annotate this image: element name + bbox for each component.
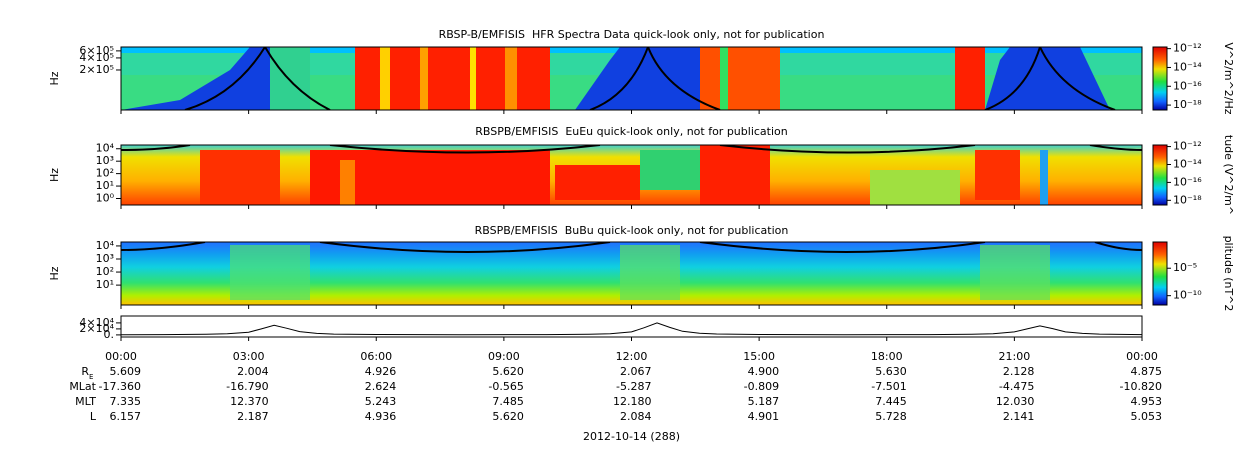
- colorbar-label: V^2/m^2/Hz: [1222, 42, 1235, 114]
- row-label: MLat: [69, 380, 96, 393]
- panel-title: RBSPB/EMFISIS BuBu quick-look only, not …: [475, 224, 789, 237]
- y-tick-label: 2×10⁴: [79, 322, 114, 335]
- colorbar-tick-label: 10⁻¹²: [1173, 42, 1202, 55]
- y-tick-label: 4×10⁴: [79, 316, 114, 329]
- colorbar: [1152, 46, 1168, 111]
- ephemeris-value: -10.820: [1120, 380, 1162, 393]
- x-tick-label: 03:00: [233, 350, 265, 363]
- y-tick-label: 10³: [96, 154, 114, 167]
- row-label: MLT: [75, 395, 96, 408]
- ephemeris-value: -5.287: [616, 380, 651, 393]
- ephemeris-value: 4.900: [748, 365, 780, 378]
- ephemeris-value: -16.790: [226, 380, 268, 393]
- ephemeris-value: -7.501: [871, 380, 906, 393]
- ephemeris-value: 5.728: [875, 410, 907, 423]
- ephemeris-value: 2.141: [1003, 410, 1035, 423]
- y-tick-label: 4×10⁵: [79, 51, 114, 64]
- spectrogram-image: [121, 145, 1142, 205]
- spectrogram-image: [121, 47, 1142, 110]
- y-tick-label: 10⁴: [96, 142, 115, 155]
- colorbar-tick-label: 10⁻¹⁰: [1173, 289, 1202, 302]
- y-tick-label: 10¹: [96, 278, 114, 291]
- ephemeris-value: 4.953: [1131, 395, 1163, 408]
- x-tick-label: 00:00: [1126, 350, 1158, 363]
- ephemeris-value: 12.370: [230, 395, 269, 408]
- y-axis-label: Hz: [48, 71, 61, 85]
- colorbar: [1152, 241, 1168, 306]
- colorbar-label: tude (V^2/m^: [1222, 135, 1235, 215]
- x-tick-label: 18:00: [871, 350, 903, 363]
- ephemeris-value: 4.936: [365, 410, 397, 423]
- ephemeris-value: 5.053: [1131, 410, 1163, 423]
- y-tick-label: 0.: [104, 328, 115, 341]
- ephemeris-value: 5.620: [492, 410, 524, 423]
- ephemeris-value: 2.624: [365, 380, 397, 393]
- y-tick-label: 10²: [96, 265, 114, 278]
- row-label-subscript: E: [89, 373, 93, 381]
- x-tick-label: 06:00: [360, 350, 392, 363]
- ephemeris-value: 5.620: [492, 365, 524, 378]
- ephemeris-value: 12.180: [613, 395, 652, 408]
- ephemeris-value: 5.609: [110, 365, 142, 378]
- ephemeris-value: -4.475: [999, 380, 1034, 393]
- y-tick-label: 6×10⁵: [79, 44, 114, 57]
- colorbar-tick-label: 10⁻¹²: [1173, 140, 1202, 153]
- ephemeris-value: 7.445: [875, 395, 907, 408]
- ephemeris-value: 2.004: [237, 365, 269, 378]
- ephemeris-value: 2.187: [237, 410, 269, 423]
- ephemeris-value: 4.926: [365, 365, 397, 378]
- ephemeris-value: 4.901: [748, 410, 780, 423]
- data-line: [120, 322, 1143, 336]
- row-label: L: [90, 410, 97, 423]
- colorbar-tick-label: 10⁻¹⁶: [1173, 175, 1202, 188]
- ephemeris-value: 7.485: [492, 395, 524, 408]
- colorbar-tick-label: 10⁻¹⁸: [1173, 98, 1202, 111]
- colorbar-tick-label: 10⁻¹⁶: [1173, 79, 1202, 92]
- ephemeris-value: -0.809: [744, 380, 779, 393]
- colorbar: [1152, 144, 1168, 206]
- y-tick-label: 2×10⁵: [79, 63, 114, 76]
- colorbar-tick-label: 10⁻¹⁴: [1173, 60, 1202, 73]
- ephemeris-value: 12.030: [996, 395, 1035, 408]
- colorbar-tick-label: 10⁻¹⁸: [1173, 193, 1202, 206]
- ephemeris-value: 5.187: [748, 395, 780, 408]
- ephemeris-value: 5.630: [875, 365, 907, 378]
- y-tick-label: 10¹: [96, 179, 114, 192]
- x-tick-label: 21:00: [999, 350, 1031, 363]
- x-tick-label: 12:00: [616, 350, 648, 363]
- y-axis-label: Hz: [48, 266, 61, 280]
- colorbar-label: plitude (nT^2: [1222, 236, 1235, 312]
- y-tick-label: 10⁰: [96, 191, 115, 204]
- y-tick-label: 10³: [96, 252, 114, 265]
- colorbar-tick-label: 10⁻⁵: [1173, 261, 1197, 274]
- ephemeris-value: 5.243: [365, 395, 397, 408]
- ephemeris-value: 4.875: [1131, 365, 1163, 378]
- y-tick-label: 10⁴: [96, 239, 115, 252]
- ephemeris-value: 6.157: [110, 410, 142, 423]
- row-label: R: [81, 365, 89, 378]
- ephemeris-value: 2.084: [620, 410, 652, 423]
- ephemeris-value: 2.128: [1003, 365, 1035, 378]
- panel-title: RBSP-B/EMFISIS HFR Spectra Data quick-lo…: [439, 28, 825, 41]
- date-label: 2012-10-14 (288): [583, 430, 680, 443]
- x-tick-label: 15:00: [743, 350, 775, 363]
- x-tick-label: 00:00: [105, 350, 137, 363]
- ephemeris-value: -0.565: [488, 380, 523, 393]
- ephemeris-value: 7.335: [110, 395, 142, 408]
- y-axis-label: Hz: [48, 168, 61, 182]
- y-tick-label: 10²: [96, 167, 114, 180]
- x-tick-label: 09:00: [488, 350, 520, 363]
- ephemeris-value: -17.360: [99, 380, 141, 393]
- panel-title: RBSPB/EMFISIS EuEu quick-look only, not …: [475, 125, 788, 138]
- spectrogram-image: [121, 242, 1142, 305]
- colorbar-tick-label: 10⁻¹⁴: [1173, 157, 1202, 170]
- ephemeris-value: 2.067: [620, 365, 652, 378]
